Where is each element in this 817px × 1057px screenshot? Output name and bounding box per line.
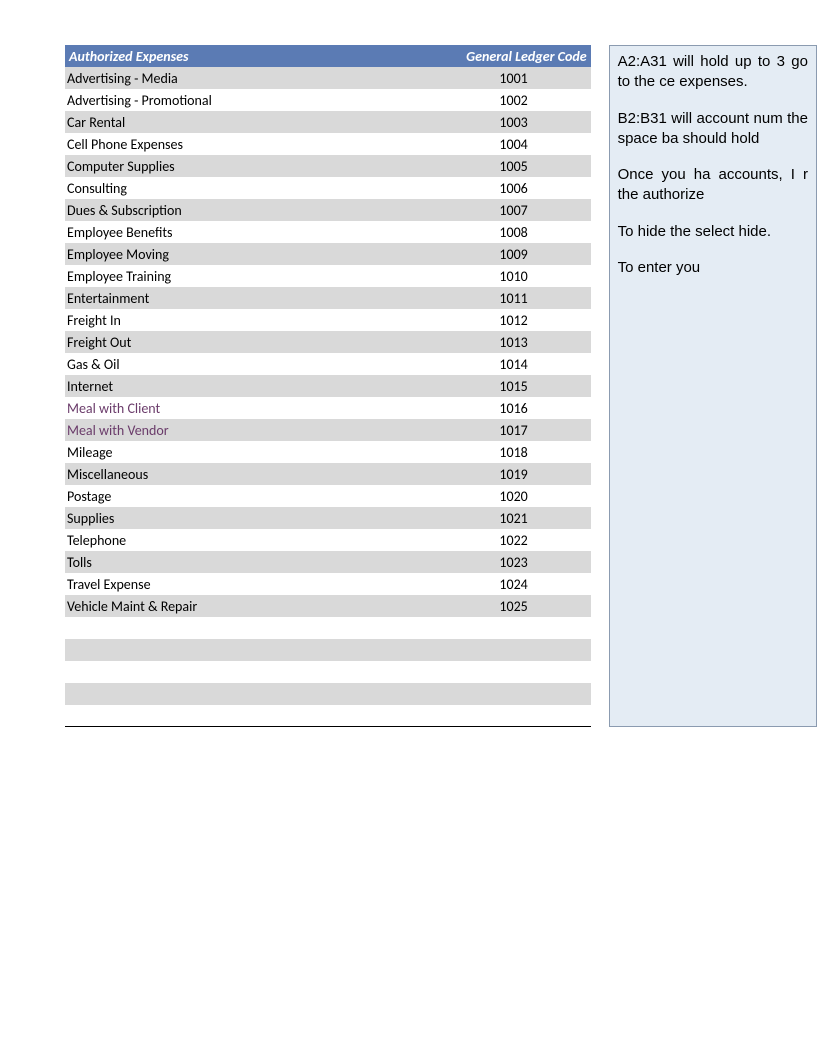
note-paragraph: To enter you [618, 258, 808, 278]
expense-cell: Freight In [65, 312, 441, 329]
expense-table: Authorized Expenses General Ledger Code … [65, 45, 591, 727]
code-cell: 1017 [441, 422, 591, 439]
expense-cell: Tolls [65, 554, 441, 571]
table-row: Postage1020 [65, 485, 591, 507]
expense-cell: Miscellaneous [65, 466, 441, 483]
code-cell: 1006 [441, 180, 591, 197]
table-row: Meal with Vendor1017 [65, 419, 591, 441]
instruction-note: A2:A31 will hold up to 3 go to the ce ex… [609, 45, 817, 727]
code-cell: 1023 [441, 554, 591, 571]
code-cell: 1002 [441, 92, 591, 109]
code-cell: 1013 [441, 334, 591, 351]
code-cell: 1010 [441, 268, 591, 285]
code-cell: 1001 [441, 70, 591, 87]
expense-cell: Advertising - Promotional [65, 92, 441, 109]
code-cell: 1011 [441, 290, 591, 307]
table-row: Meal with Client1016 [65, 397, 591, 419]
header-expense: Authorized Expenses [65, 48, 441, 65]
code-cell: 1021 [441, 510, 591, 527]
code-cell: 1008 [441, 224, 591, 241]
code-cell: 1024 [441, 576, 591, 593]
table-row: Freight In1012 [65, 309, 591, 331]
code-cell: 1007 [441, 202, 591, 219]
expense-cell: Vehicle Maint & Repair [65, 598, 441, 615]
table-row: Entertainment1011 [65, 287, 591, 309]
expense-cell: Employee Benefits [65, 224, 441, 241]
table-row: Freight Out1013 [65, 331, 591, 353]
code-cell: 1016 [441, 400, 591, 417]
expense-cell: Computer Supplies [65, 158, 441, 175]
expense-cell: Meal with Client [65, 400, 441, 417]
code-cell: 1019 [441, 466, 591, 483]
table-row: Employee Training1010 [65, 265, 591, 287]
table-row: Employee Moving1009 [65, 243, 591, 265]
table-row: Computer Supplies1005 [65, 155, 591, 177]
table-bottom-border [65, 705, 591, 727]
table-row: Miscellaneous1019 [65, 463, 591, 485]
code-cell: 1005 [441, 158, 591, 175]
table-row: Advertising - Promotional1002 [65, 89, 591, 111]
expense-cell: Travel Expense [65, 576, 441, 593]
code-cell: 1014 [441, 356, 591, 373]
table-row: Tolls1023 [65, 551, 591, 573]
table-row: Mileage1018 [65, 441, 591, 463]
expense-cell: Employee Training [65, 268, 441, 285]
expense-cell: Cell Phone Expenses [65, 136, 441, 153]
empty-row [65, 661, 591, 683]
note-paragraph: B2:B31 will account num the space ba sho… [618, 109, 808, 150]
code-cell: 1015 [441, 378, 591, 395]
table-row: Telephone1022 [65, 529, 591, 551]
expense-cell: Consulting [65, 180, 441, 197]
code-cell: 1022 [441, 532, 591, 549]
code-cell: 1003 [441, 114, 591, 131]
expense-cell: Dues & Subscription [65, 202, 441, 219]
expense-cell: Mileage [65, 444, 441, 461]
expense-cell: Entertainment [65, 290, 441, 307]
expense-cell: Telephone [65, 532, 441, 549]
code-cell: 1004 [441, 136, 591, 153]
table-row: Car Rental1003 [65, 111, 591, 133]
expense-cell: Employee Moving [65, 246, 441, 263]
note-paragraph: To hide the select hide. [618, 222, 808, 242]
table-row: Cell Phone Expenses1004 [65, 133, 591, 155]
empty-row [65, 683, 591, 705]
table-row: Supplies1021 [65, 507, 591, 529]
note-paragraph: A2:A31 will hold up to 3 go to the ce ex… [618, 52, 808, 93]
expense-cell: Internet [65, 378, 441, 395]
table-row: Dues & Subscription1007 [65, 199, 591, 221]
table-row: Vehicle Maint & Repair1025 [65, 595, 591, 617]
expense-cell: Meal with Vendor [65, 422, 441, 439]
expense-cell: Postage [65, 488, 441, 505]
empty-row [65, 617, 591, 639]
code-cell: 1018 [441, 444, 591, 461]
expense-cell: Supplies [65, 510, 441, 527]
note-paragraph: Once you ha accounts, I r the authorize [618, 165, 808, 206]
table-row: Travel Expense1024 [65, 573, 591, 595]
expense-cell: Car Rental [65, 114, 441, 131]
table-row: Advertising - Media1001 [65, 67, 591, 89]
code-cell: 1009 [441, 246, 591, 263]
expense-cell: Gas & Oil [65, 356, 441, 373]
table-row: Gas & Oil1014 [65, 353, 591, 375]
code-cell: 1020 [441, 488, 591, 505]
code-cell: 1025 [441, 598, 591, 615]
table-row: Employee Benefits1008 [65, 221, 591, 243]
table-row: Consulting1006 [65, 177, 591, 199]
expense-cell: Advertising - Media [65, 70, 441, 87]
empty-row [65, 639, 591, 661]
table-header: Authorized Expenses General Ledger Code [65, 45, 591, 67]
code-cell: 1012 [441, 312, 591, 329]
header-code: General Ledger Code [441, 48, 591, 65]
expense-cell: Freight Out [65, 334, 441, 351]
table-row: Internet1015 [65, 375, 591, 397]
